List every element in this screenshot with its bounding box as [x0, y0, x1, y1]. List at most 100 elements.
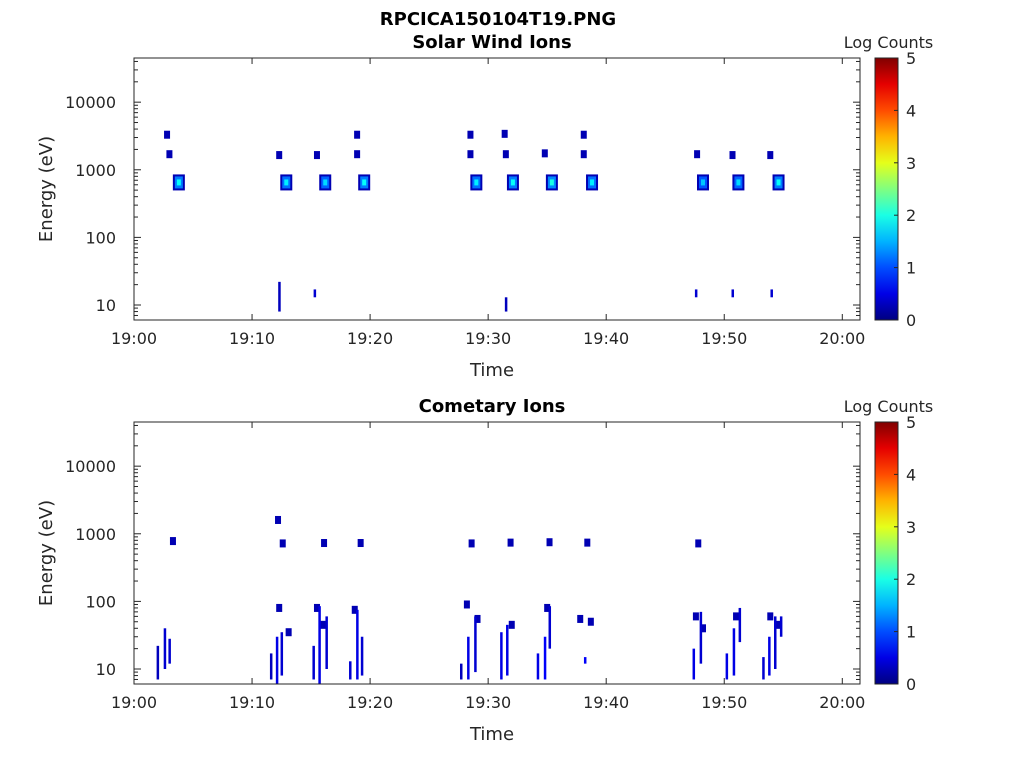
x-tick-label: 19:50 [701, 693, 747, 712]
y-axis-label: Energy (eV) [36, 500, 57, 606]
data-streak-12 [459, 663, 463, 680]
data-streak-3 [694, 289, 698, 298]
data-streak-1 [313, 289, 317, 298]
data-cluster-1 [172, 174, 185, 191]
cluster-outer-cell [467, 130, 474, 139]
data-cluster-17 [508, 620, 515, 629]
cluster-outer-cell [767, 151, 774, 160]
cluster-outer-cell [275, 515, 282, 524]
y-tick-label: 10000 [65, 93, 116, 112]
cluster-outer-cell [164, 130, 171, 139]
data-cluster-21 [692, 612, 699, 621]
data-cluster-1 [275, 515, 282, 524]
x-tick-label: 19:00 [111, 693, 157, 712]
y-tick-label: 100 [85, 228, 116, 247]
colorbar-scale [874, 421, 899, 685]
data-streak-18 [543, 636, 547, 680]
data-cluster-10 [467, 150, 474, 159]
data-cluster-4 [280, 174, 293, 191]
cluster-core-cell [284, 179, 289, 186]
x-tick-label: 19:20 [347, 329, 393, 348]
data-streak-16 [506, 624, 509, 676]
y-tick-label: 1000 [75, 161, 116, 180]
data-cluster-25 [767, 151, 774, 160]
data-streak-11 [360, 636, 364, 676]
cluster-outer-cell [285, 628, 292, 637]
x-tick-label: 19:10 [229, 693, 275, 712]
colorbar-tick-label: 2 [906, 206, 916, 225]
data-cluster-19 [586, 174, 599, 191]
data-cluster-7 [354, 150, 361, 159]
colorbar-tick-label: 4 [906, 101, 916, 120]
data-streak-6 [312, 645, 315, 680]
cluster-outer-cell [468, 539, 475, 548]
y-tick-label: 100 [85, 592, 116, 611]
data-streak-27 [768, 636, 771, 676]
data-cluster-6 [507, 538, 514, 547]
data-cluster-19 [577, 614, 584, 623]
x-tick-label: 20:00 [819, 693, 865, 712]
colorbar-label: Log Counts [844, 397, 934, 416]
data-streak-20 [583, 657, 587, 664]
cluster-outer-cell [169, 537, 176, 546]
cluster-outer-cell [587, 617, 594, 626]
x-tick-label: 19:30 [465, 693, 511, 712]
cluster-outer-cell [694, 150, 701, 159]
cluster-outer-cell [541, 149, 548, 158]
data-cluster-16 [541, 149, 548, 158]
data-cluster-10 [276, 603, 283, 612]
data-streak-2 [504, 297, 508, 312]
data-cluster-20 [587, 617, 594, 626]
cluster-outer-cell [321, 539, 328, 548]
y-axis-label: Energy (eV) [36, 136, 57, 242]
data-cluster-13 [502, 150, 509, 159]
data-streak-23 [725, 653, 729, 680]
data-cluster-3 [276, 151, 283, 160]
cluster-outer-cell [357, 539, 364, 548]
cluster-outer-cell [276, 603, 283, 612]
cluster-outer-cell [767, 612, 774, 621]
cluster-outer-cell [319, 620, 326, 629]
data-cluster-0 [169, 537, 176, 546]
x-tick-label: 19:40 [583, 693, 629, 712]
x-tick-label: 19:20 [347, 693, 393, 712]
cometary-ions-panel: 19:00 19:10 19:20 19:30 19:40 19:50 20:0010100… [36, 396, 933, 745]
data-streak-25 [738, 607, 742, 643]
colorbar-tick-label: 3 [906, 518, 916, 537]
cluster-outer-cell [695, 539, 702, 548]
data-streak-13 [467, 636, 470, 680]
cluster-outer-cell [507, 538, 514, 547]
colorbar-tick-label: 5 [906, 49, 916, 68]
data-streak-21 [692, 648, 696, 680]
cluster-outer-cell [692, 612, 699, 621]
x-tick-label: 19:50 [701, 329, 747, 348]
colorbar-label: Log Counts [844, 33, 934, 52]
data-streak-19 [548, 606, 552, 649]
data-cluster-5 [468, 539, 475, 548]
y-tick-label: 10 [96, 296, 116, 315]
data-cluster-15 [501, 129, 508, 138]
data-streak-0 [278, 281, 281, 312]
colorbar-tick-label: 5 [906, 413, 916, 432]
cluster-core-cell [323, 179, 328, 186]
cluster-outer-cell [474, 614, 481, 623]
data-streak-17 [536, 653, 540, 680]
data-cluster-24 [732, 174, 745, 191]
cluster-outer-cell [546, 538, 553, 547]
data-streak-5 [280, 632, 284, 676]
cluster-outer-cell [313, 151, 320, 160]
cluster-outer-cell [580, 150, 587, 159]
cluster-core-cell [590, 179, 595, 186]
cluster-core-cell [776, 179, 781, 186]
x-tick-label: 19:30 [465, 329, 511, 348]
cluster-core-cell [549, 179, 554, 186]
cluster-outer-cell [313, 603, 320, 612]
data-streak-8 [325, 616, 328, 670]
cluster-outer-cell [276, 151, 283, 160]
cluster-outer-cell [502, 150, 509, 159]
data-streak-9 [349, 661, 352, 680]
data-cluster-15 [463, 600, 470, 609]
